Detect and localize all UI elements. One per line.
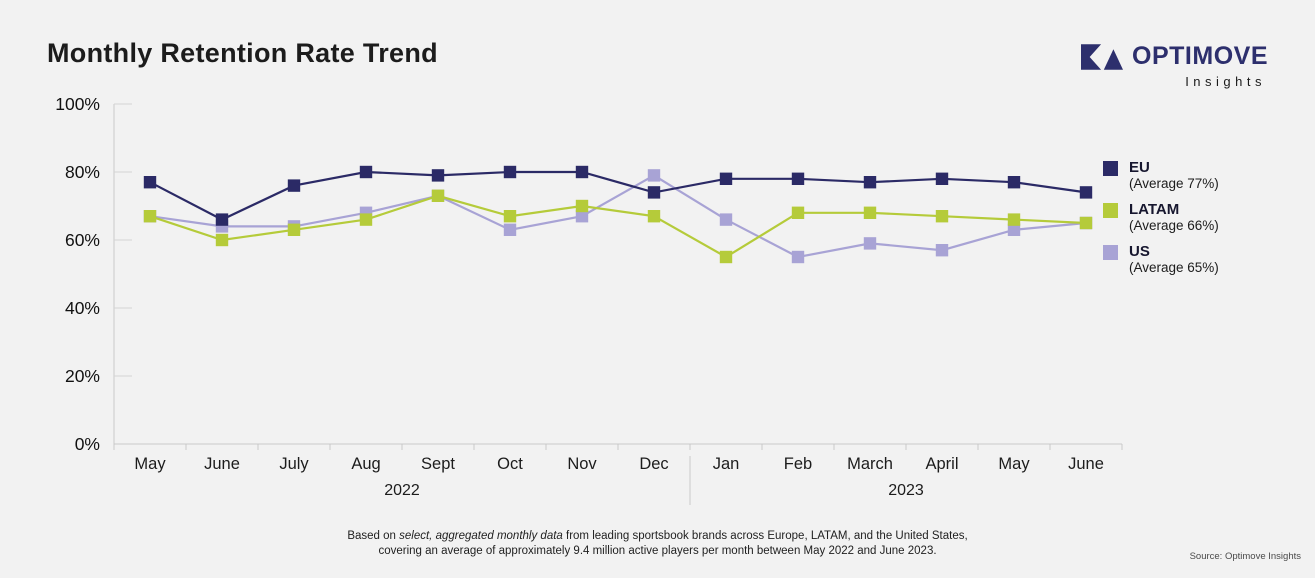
us-marker-april-11 <box>935 244 949 257</box>
us-marker-feb-9 <box>791 250 805 264</box>
legend-text-us: US (Average 65%) <box>1129 243 1219 276</box>
x-tick-label: Aug <box>351 455 380 473</box>
latam-marker-april-11 <box>935 210 949 223</box>
legend-text-eu: EU (Average 77%) <box>1129 159 1219 192</box>
eu-line <box>149 170 1087 221</box>
x-tick-label: March <box>847 455 893 473</box>
eu-marker-june-13 <box>1079 186 1093 199</box>
eu-swatch <box>1103 161 1118 176</box>
page-title: Monthly Retention Rate Trend <box>47 38 438 68</box>
eu-marker-june-1 <box>215 213 229 226</box>
latam-swatch <box>1103 203 1118 218</box>
x-tick-label: Dec <box>639 455 668 473</box>
eu-marker-nov-6 <box>575 165 589 179</box>
latam-marker-march-10 <box>863 206 877 219</box>
footnote-line2: covering an average of approximately 9.4… <box>378 544 937 557</box>
eu-marker-sept-4 <box>431 169 445 182</box>
us-marker-oct-5 <box>503 223 517 236</box>
latam-marker-june-13 <box>1079 216 1093 230</box>
eu-marker-jan-8 <box>719 172 733 185</box>
us-marker-may-12 <box>1007 223 1021 236</box>
x-tick-label: June <box>1068 455 1104 473</box>
y-tick-label: 0% <box>75 434 100 454</box>
latam-marker-june-1 <box>215 233 229 247</box>
y-tick-label: 80% <box>65 162 100 182</box>
chart-legend: EU (Average 77%) LATAM (Average 66%) US … <box>1103 160 1219 275</box>
latam-marker-sept-4 <box>431 189 445 202</box>
eu-marker-may-0 <box>143 176 157 189</box>
eu-marker-may-12 <box>1007 176 1021 189</box>
eu-marker-april-11 <box>935 172 949 185</box>
latam-marker-feb-9 <box>791 206 805 219</box>
legend-name-us: US <box>1129 243 1150 260</box>
us-marker-march-10 <box>863 237 877 250</box>
footnote-line1-suffix: from leading sportsbook brands across Eu… <box>562 530 968 542</box>
x-tick-label: July <box>279 455 309 473</box>
year-label: 2022 <box>384 482 420 499</box>
x-tick-label: May <box>134 455 166 473</box>
brand-subtitle: Insights <box>1185 74 1266 89</box>
legend-item-eu: EU (Average 77%) <box>1103 160 1219 191</box>
latam-line <box>149 194 1087 259</box>
brand-row: OPTIMOVE <box>1081 42 1268 71</box>
legend-name-eu: EU <box>1129 159 1150 176</box>
brand-logo: OPTIMOVE Insights <box>1081 42 1268 89</box>
eu-marker-aug-3 <box>359 165 373 179</box>
latam-marker-nov-6 <box>575 199 589 213</box>
optimove-logo-icon <box>1081 43 1124 70</box>
year-label: 2023 <box>888 482 924 499</box>
legend-average-us: (Average 65%) <box>1129 260 1219 275</box>
x-tick-label: May <box>998 455 1030 473</box>
us-marker-nov-6 <box>575 210 589 223</box>
latam-marker-may-12 <box>1007 213 1021 226</box>
footnote-line1: Based on select, aggregated monthly data… <box>0 529 1315 544</box>
y-tick-label: 100% <box>55 94 100 114</box>
eu-marker-march-10 <box>863 176 877 189</box>
latam-marker-oct-5 <box>503 210 517 223</box>
legend-item-latam: LATAM (Average 66%) <box>1103 202 1219 233</box>
eu-marker-dec-7 <box>647 186 661 199</box>
source-credit: Source: Optimove Insights <box>1189 551 1301 562</box>
latam-marker-aug-3 <box>359 213 373 226</box>
latam-marker-may-0 <box>143 210 157 223</box>
y-tick-label: 60% <box>65 230 100 250</box>
footnote-line1-prefix: Based on <box>347 530 400 542</box>
latam-marker-july-2 <box>287 223 301 236</box>
legend-item-us: US (Average 65%) <box>1103 244 1219 275</box>
legend-name-latam: LATAM <box>1129 201 1180 218</box>
footnote-line1-italic: select, aggregated monthly data <box>399 530 563 542</box>
x-tick-label: April <box>925 455 958 473</box>
us-swatch <box>1103 245 1118 260</box>
us-line <box>149 174 1087 259</box>
legend-average-eu: (Average 77%) <box>1129 176 1219 191</box>
x-tick-label: Sept <box>421 455 455 473</box>
eu-marker-feb-9 <box>791 172 805 185</box>
y-tick-label: 20% <box>65 366 100 386</box>
footnote: Based on select, aggregated monthly data… <box>0 529 1315 558</box>
latam-marker-dec-7 <box>647 210 661 223</box>
x-tick-label: June <box>204 455 240 473</box>
x-tick-label: Oct <box>497 455 523 473</box>
y-tick-label: 40% <box>65 298 100 318</box>
us-marker-dec-7 <box>647 169 661 182</box>
eu-marker-july-2 <box>287 179 301 192</box>
us-marker-jan-8 <box>719 213 733 226</box>
brand-name: OPTIMOVE <box>1132 42 1268 70</box>
x-tick-label: Nov <box>567 455 597 473</box>
x-tick-label: Jan <box>713 455 740 473</box>
legend-text-latam: LATAM (Average 66%) <box>1129 201 1219 234</box>
legend-average-latam: (Average 66%) <box>1129 218 1219 233</box>
eu-marker-oct-5 <box>503 165 517 179</box>
x-tick-label: Feb <box>784 455 812 473</box>
latam-marker-jan-8 <box>719 250 733 264</box>
